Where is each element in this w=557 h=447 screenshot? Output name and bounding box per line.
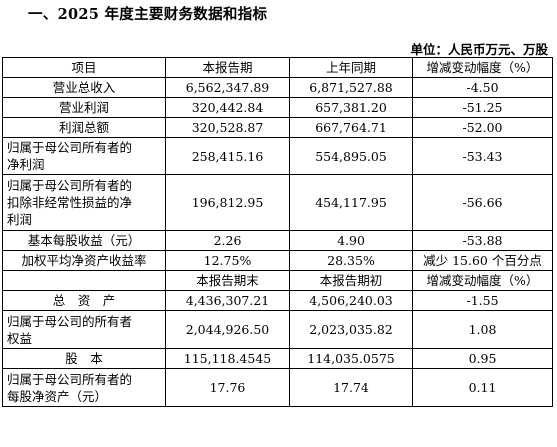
header-cell: 本报告期末: [165, 270, 290, 291]
value-cell: 4,506,240.03: [289, 290, 413, 311]
header-cell: 本报告期: [165, 57, 290, 78]
header-cell: [2, 270, 166, 291]
value-cell: 17.74: [289, 368, 413, 407]
change-cell: 0.11: [412, 368, 553, 407]
header-cell: 增减变动幅度（%）: [412, 57, 553, 78]
table-row: 总 资 产 4,436,307.21 4,506,240.03 -1.55: [2, 290, 553, 311]
value-cell: 2,044,926.50: [165, 310, 290, 349]
row-label: 营业总收入: [2, 77, 166, 98]
change-cell: -53.43: [412, 137, 553, 175]
change-cell: -53.88: [412, 230, 553, 251]
change-cell: 0.95: [412, 348, 553, 369]
value-cell: 196,812.95: [165, 174, 290, 231]
table-row: 加权平均净资产收益率 12.75% 28.35% 减少 15.60 个百分点: [2, 250, 553, 271]
value-cell: 2,023,035.82: [289, 310, 413, 349]
row-label: 利润总额: [2, 117, 166, 138]
table-row: 基本每股收益（元） 2.26 4.90 -53.88: [2, 230, 553, 251]
value-cell: 4.90: [289, 230, 413, 251]
value-cell: 320,528.87: [165, 117, 290, 138]
row-label: 加权平均净资产收益率: [2, 250, 166, 271]
value-cell: 114,035.0575: [289, 348, 413, 369]
table-row: 归属于母公司的所有者 权益 2,044,926.50 2,023,035.82 1.08: [2, 310, 553, 349]
change-cell: 减少 15.60 个百分点: [412, 250, 553, 271]
table-row: 归属于母公司所有者的 扣除非经常性损益的净 利润 196,812.95 454,117.…: [2, 174, 553, 231]
row-label: 股 本: [2, 348, 166, 369]
value-cell: 454,117.95: [289, 174, 413, 231]
table-row: 利润总额 320,528.87 667,764.71 -52.00: [2, 117, 553, 138]
financial-data-table: 项目 本报告期 上年同期 增减变动幅度（%） 营业总收入 6,562,347.89 6,87…: [2, 57, 553, 407]
value-cell: 4,436,307.21: [165, 290, 290, 311]
value-cell: 17.76: [165, 368, 290, 407]
value-cell: 320,442.84: [165, 97, 290, 118]
row-label: 归属于母公司的所有者 权益: [2, 310, 166, 349]
unit-note: 单位：人民币万元、万股: [410, 42, 548, 57]
value-cell: 657,381.20: [289, 97, 413, 118]
section-title: 一、2025 年度主要财务数据和指标: [28, 6, 268, 23]
header-cell: 上年同期: [289, 57, 413, 78]
value-cell: 258,415.16: [165, 137, 290, 175]
value-cell: 2.26: [165, 230, 290, 251]
change-cell: 1.08: [412, 310, 553, 349]
value-cell: 554,895.05: [289, 137, 413, 175]
header-cell: 项目: [2, 57, 166, 78]
value-cell: 12.75%: [165, 250, 290, 271]
row-label: 总 资 产: [2, 290, 166, 311]
row-label: 基本每股收益（元）: [2, 230, 166, 251]
table-row: 股 本 115,118.4545 114,035.0575 0.95: [2, 348, 553, 369]
change-cell: -52.00: [412, 117, 553, 138]
table-header-row: 项目 本报告期 上年同期 增减变动幅度（%）: [2, 57, 553, 78]
header-cell: 增减变动幅度（%）: [412, 270, 553, 291]
table-row: 营业利润 320,442.84 657,381.20 -51.25: [2, 97, 553, 118]
row-label: 营业利润: [2, 97, 166, 118]
table-row: 归属于母公司所有者的 每股净资产（元） 17.76 17.74 0.11: [2, 368, 553, 407]
change-cell: -1.55: [412, 290, 553, 311]
table-row: 营业总收入 6,562,347.89 6,871,527.88 -4.50: [2, 77, 553, 98]
value-cell: 6,562,347.89: [165, 77, 290, 98]
table-header-row-2: 本报告期末 本报告期初 增减变动幅度（%）: [2, 270, 553, 291]
header-cell: 本报告期初: [289, 270, 413, 291]
row-label: 归属于母公司所有者的 净利润: [2, 137, 166, 175]
change-cell: -56.66: [412, 174, 553, 231]
change-cell: -4.50: [412, 77, 553, 98]
value-cell: 28.35%: [289, 250, 413, 271]
value-cell: 667,764.71: [289, 117, 413, 138]
table-row: 归属于母公司所有者的 净利润 258,415.16 554,895.05 -53.43: [2, 137, 553, 175]
row-label: 归属于母公司所有者的 扣除非经常性损益的净 利润: [2, 174, 166, 231]
change-cell: -51.25: [412, 97, 553, 118]
value-cell: 115,118.4545: [165, 348, 290, 369]
row-label: 归属于母公司所有者的 每股净资产（元）: [2, 368, 166, 407]
value-cell: 6,871,527.88: [289, 77, 413, 98]
